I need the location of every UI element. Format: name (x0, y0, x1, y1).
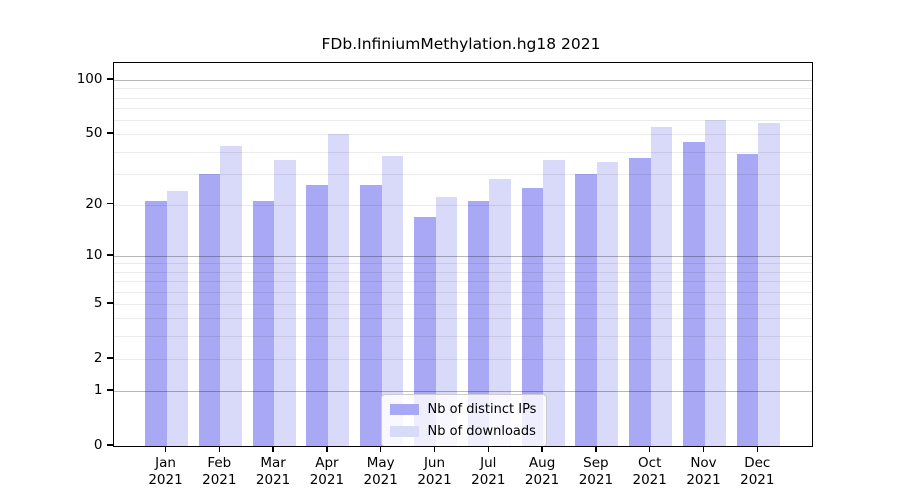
bar-ips-jan (145, 200, 167, 446)
minor-gridline-4 (113, 318, 812, 320)
y-tick-label-50: 50 (85, 125, 103, 142)
x-tick-label-nov: Nov 2021 (686, 455, 721, 488)
y-tick-10 (106, 254, 113, 256)
y-tick-label-2: 2 (93, 349, 103, 366)
minor-gridline-90 (113, 88, 812, 90)
minor-gridline-5 (113, 303, 812, 305)
x-tick-label-dec: Dec 2021 (740, 455, 775, 488)
x-tick-label-jan: Jan 2021 (148, 455, 183, 488)
bar-ips-apr (306, 184, 328, 446)
bar-ips-mar (252, 200, 275, 446)
legend: Nb of distinct IPs Nb of downloads (380, 393, 548, 447)
x-tick-apr (326, 446, 328, 452)
minor-gridline-70 (113, 108, 812, 109)
legend-swatch-downloads (389, 425, 419, 437)
bar-downloads-jul (489, 179, 511, 446)
y-tick-label-1: 1 (93, 382, 103, 398)
x-tick-label-mar: Mar 2021 (255, 455, 291, 488)
minor-gridline-50 (113, 134, 812, 136)
y-tick-label-20: 20 (85, 195, 103, 212)
y-tick-2 (106, 357, 113, 359)
bar-ips-aug (521, 187, 544, 446)
minor-gridline-80 (113, 97, 812, 99)
plot-area: Nb of distinct IPs Nb of downloads (112, 61, 813, 447)
legend-swatch-distinct-ips (389, 403, 419, 415)
bar-downloads-jun (435, 197, 457, 446)
bar-ips-dec (736, 153, 759, 446)
bar-downloads-feb (220, 145, 242, 446)
x-tick-jan (164, 446, 167, 452)
x-tick-label-jul: Jul 2021 (471, 455, 506, 488)
legend-item-downloads: Nb of downloads (389, 423, 537, 439)
x-tick-label-apr: Apr 2021 (309, 455, 345, 488)
x-tick-mar (272, 446, 274, 452)
x-tick-jun (433, 446, 436, 452)
minor-gridline-9 (113, 263, 812, 265)
legend-item-distinct-ips: Nb of distinct IPs (389, 401, 537, 417)
bar-ips-jun (414, 216, 436, 446)
bar-ips-jul (467, 200, 490, 446)
y-tick-0 (106, 444, 113, 446)
legend-label-downloads: Nb of downloads (427, 423, 536, 439)
x-tick-label-sep: Sep 2021 (578, 455, 614, 488)
x-tick-sep (595, 446, 597, 452)
y-tick-50 (106, 132, 113, 134)
x-tick-nov (702, 446, 705, 452)
bar-ips-may (360, 184, 382, 446)
x-tick-may (379, 446, 382, 452)
bar-downloads-nov (704, 120, 726, 446)
bar-downloads-may (381, 155, 404, 446)
bar-ips-oct (629, 157, 651, 446)
minor-gridline-2 (113, 358, 812, 360)
y-tick-5 (106, 302, 113, 304)
minor-gridline-20 (113, 204, 812, 206)
bar-downloads-jan (166, 190, 188, 446)
bar-ips-sep (575, 173, 597, 446)
x-tick-label-oct: Oct 2021 (632, 455, 667, 488)
x-tick-aug (541, 446, 543, 452)
major-gridline-100 (113, 80, 812, 81)
legend-label-distinct-ips: Nb of distinct IPs (427, 401, 537, 417)
y-tick-1 (106, 389, 113, 391)
y-tick-label-10: 10 (85, 246, 103, 263)
minor-gridline-40 (113, 151, 812, 153)
chart-title: FDb.InfiniumMethylation.hg18 2021 (321, 35, 601, 53)
minor-gridline-6 (113, 291, 812, 293)
x-tick-label-feb: Feb 2021 (202, 455, 237, 488)
x-tick-label-may: May 2021 (363, 455, 398, 488)
x-tick-jul (487, 446, 490, 452)
minor-gridline-60 (113, 120, 812, 121)
minor-gridline-30 (113, 173, 812, 175)
y-tick-100 (106, 78, 113, 80)
x-tick-feb (218, 446, 221, 452)
x-tick-oct (648, 446, 651, 452)
y-tick-label-0: 0 (93, 437, 103, 453)
bar-downloads-sep (596, 161, 619, 446)
x-tick-dec (756, 446, 759, 452)
bar-downloads-dec (758, 122, 780, 446)
y-tick-label-100: 100 (76, 71, 103, 87)
y-tick-20 (106, 202, 113, 205)
bar-ips-nov (683, 142, 705, 446)
bar-ips-feb (198, 173, 221, 446)
bar-downloads-aug (543, 159, 565, 446)
x-tick-label-jun: Jun 2021 (417, 455, 452, 488)
minor-gridline-7 (113, 281, 812, 283)
bar-downloads-mar (274, 159, 296, 446)
bar-downloads-oct (650, 126, 673, 446)
major-gridline-1 (113, 391, 812, 392)
major-gridline-10 (113, 255, 812, 257)
bar-downloads-apr (327, 134, 350, 446)
minor-gridline-3 (113, 336, 812, 338)
x-tick-label-aug: Aug 2021 (524, 455, 560, 488)
y-tick-label-5: 5 (93, 294, 103, 311)
minor-gridline-8 (113, 271, 812, 273)
